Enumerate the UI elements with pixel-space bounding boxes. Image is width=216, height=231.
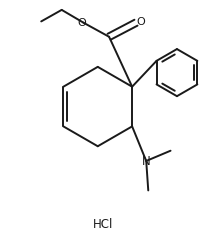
Text: HCl: HCl <box>93 217 113 230</box>
Text: O: O <box>136 17 145 27</box>
Text: N: N <box>142 155 151 168</box>
Text: O: O <box>77 18 86 28</box>
